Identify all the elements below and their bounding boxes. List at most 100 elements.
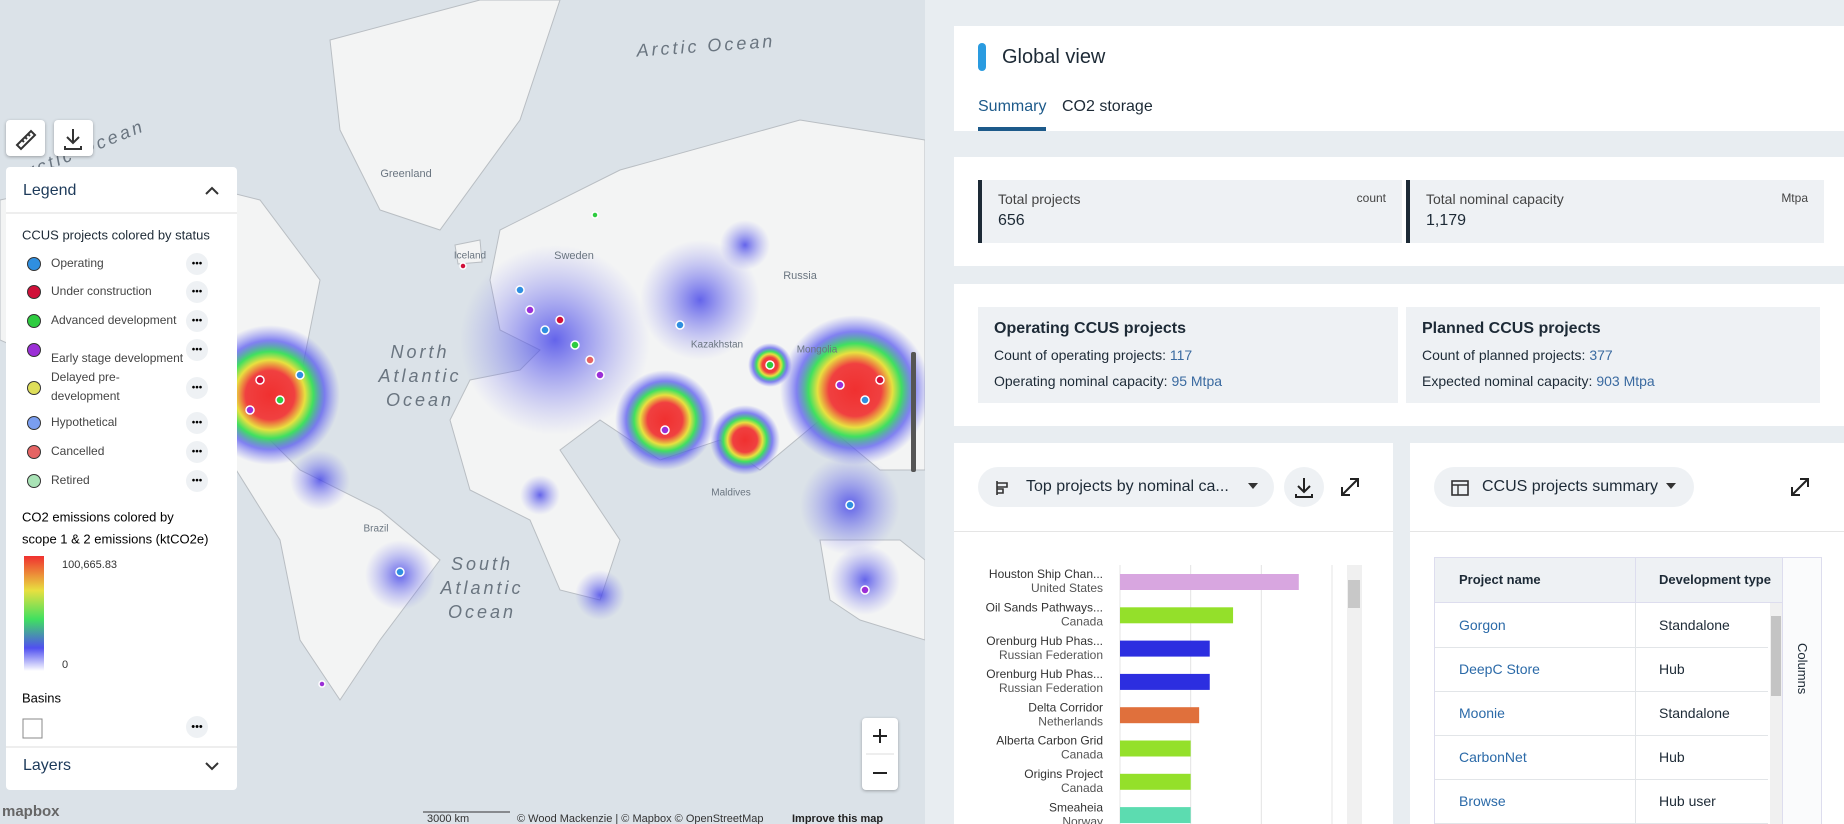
y-tick-label: Alberta Carbon Grid xyxy=(996,734,1103,748)
table-row: Gorgon Standalone xyxy=(1435,603,1768,648)
status-label: Under construction xyxy=(51,284,152,298)
ccus-card: Operating CCUS projects Count of operatin… xyxy=(954,284,1844,426)
layers-title[interactable]: Layers xyxy=(23,757,71,774)
status-menu[interactable] xyxy=(186,412,208,434)
table-card: CCUS projects summary Project name Develo… xyxy=(1410,443,1844,824)
bar-chart: Houston Ship Chan...United States Oil San… xyxy=(986,565,1362,824)
stat-box: Total projects count 656 xyxy=(978,180,1402,243)
status-menu[interactable] xyxy=(186,377,208,399)
status-swatch xyxy=(27,314,41,328)
map-scale: 3000 km xyxy=(427,813,469,824)
columns-tab[interactable]: Columns xyxy=(1782,557,1822,824)
map-label: Greenland xyxy=(380,168,431,180)
mapbox-logo: mapbox xyxy=(2,803,60,820)
status-menu-dots: ••• xyxy=(192,418,203,429)
project-link[interactable]: DeepC Store xyxy=(1459,661,1540,677)
chart-selector[interactable]: Top projects by nominal ca... xyxy=(978,467,1274,507)
ccus-value: 95 Mtpa xyxy=(1171,373,1223,389)
status-menu-dots: ••• xyxy=(192,345,203,356)
map-attribution[interactable]: © Wood Mackenzie | © Mapbox © OpenStreet… xyxy=(517,813,763,824)
ccus-title: Operating CCUS projects xyxy=(994,320,1187,337)
stat-value: 656 xyxy=(998,212,1025,229)
status-label: Cancelled xyxy=(51,444,104,458)
y-tick-sublabel: Russian Federation xyxy=(999,681,1103,695)
improve-link[interactable]: Improve this map xyxy=(792,813,883,824)
row-divider xyxy=(1635,691,1636,735)
stat-value: 1,179 xyxy=(1426,212,1467,229)
bar xyxy=(1120,740,1191,757)
emissions-title: scope 1 & 2 emissions (ktCO2e) xyxy=(22,531,208,546)
y-tick-sublabel: Canada xyxy=(1061,748,1103,762)
legend: Legend CCUS projects colored by status C… xyxy=(6,182,237,774)
stat-unit: Mtpa xyxy=(1781,191,1808,205)
row-divider xyxy=(1635,603,1636,647)
status-menu[interactable] xyxy=(186,310,208,332)
scale-max: 100,665.83 xyxy=(62,559,117,571)
ccus-label: Count of operating projects: xyxy=(994,347,1166,363)
download-map-button[interactable] xyxy=(54,120,93,156)
column-header[interactable]: Development type xyxy=(1659,572,1771,587)
map-label: Ocean xyxy=(386,390,454,410)
y-tick-label: Orenburg Hub Phas... xyxy=(986,634,1103,648)
chart-download[interactable] xyxy=(1284,467,1324,507)
bar xyxy=(1120,640,1210,657)
y-tick-sublabel: United States xyxy=(1031,581,1103,595)
table-row: DeepC Store Hub xyxy=(1435,647,1768,692)
bar xyxy=(1120,707,1200,724)
status-menu-dots: ••• xyxy=(192,476,203,487)
project-link[interactable]: Gorgon xyxy=(1459,617,1506,633)
chart-expand[interactable] xyxy=(1336,473,1364,501)
status-label: Operating xyxy=(51,256,104,270)
zoom-controls[interactable] xyxy=(862,718,898,790)
project-link[interactable]: Moonie xyxy=(1459,705,1505,721)
y-tick-label: Delta Corridor xyxy=(1028,700,1103,714)
status-menu[interactable] xyxy=(186,441,208,463)
status-swatch xyxy=(27,343,41,357)
scale-min: 0 xyxy=(62,659,68,671)
status-menu-dots: ••• xyxy=(192,287,203,298)
ccus-row: Operating nominal capacity: 95 Mtpa xyxy=(994,373,1222,389)
table-row: Browse Hub user xyxy=(1435,779,1768,824)
bar xyxy=(1120,773,1191,790)
measure-button[interactable] xyxy=(6,120,45,156)
project-link[interactable]: CarbonNet xyxy=(1459,749,1527,765)
status-swatch xyxy=(27,416,41,430)
table-expand[interactable] xyxy=(1786,473,1814,501)
map-label: North xyxy=(390,342,449,362)
table-selector[interactable]: CCUS projects summary xyxy=(1434,467,1694,507)
status-swatch xyxy=(27,445,41,459)
basins-checkbox[interactable] xyxy=(22,718,43,739)
table-title: CCUS projects summary xyxy=(1482,478,1659,495)
map-label: Iceland xyxy=(454,251,486,262)
map-label: Atlantic xyxy=(377,366,461,386)
status-title: CCUS projects colored by status xyxy=(22,227,210,242)
cell: Hub xyxy=(1659,661,1685,677)
cell: Hub user xyxy=(1659,793,1716,809)
column-header[interactable]: Project name xyxy=(1459,572,1541,587)
chart-card: Top projects by nominal ca... Houston Sh… xyxy=(954,443,1393,824)
status-swatch xyxy=(27,257,41,271)
ccus-label: Count of planned projects: xyxy=(1422,347,1586,363)
svg-text:•••: ••• xyxy=(191,721,203,733)
map-label: Sweden xyxy=(554,250,594,262)
ccus-row: Count of operating projects: 117 xyxy=(994,347,1192,363)
row-divider xyxy=(1635,779,1636,823)
status-label: Hypothetical xyxy=(51,415,117,429)
y-tick-sublabel: Canada xyxy=(1061,614,1103,628)
status-menu[interactable] xyxy=(186,253,208,275)
y-tick-sublabel: Norway xyxy=(1062,814,1103,824)
table: Project name Development type Gorgon Standa… xyxy=(1434,557,1784,824)
status-label: Advanced development xyxy=(51,313,177,327)
project-link[interactable]: Browse xyxy=(1459,793,1506,809)
tab[interactable]: Summary xyxy=(978,98,1047,115)
table-row: Moonie Standalone xyxy=(1435,691,1768,736)
status-menu[interactable] xyxy=(186,339,208,361)
tab[interactable]: CO2 storage xyxy=(1062,98,1153,115)
status-menu[interactable] xyxy=(186,470,208,492)
basins-label: Basins xyxy=(22,690,62,705)
ccus-row: Count of planned projects: 377 xyxy=(1422,347,1613,363)
table-scroll-thumb xyxy=(1771,616,1781,696)
status-menu[interactable] xyxy=(186,281,208,303)
header-divider xyxy=(1635,558,1636,602)
